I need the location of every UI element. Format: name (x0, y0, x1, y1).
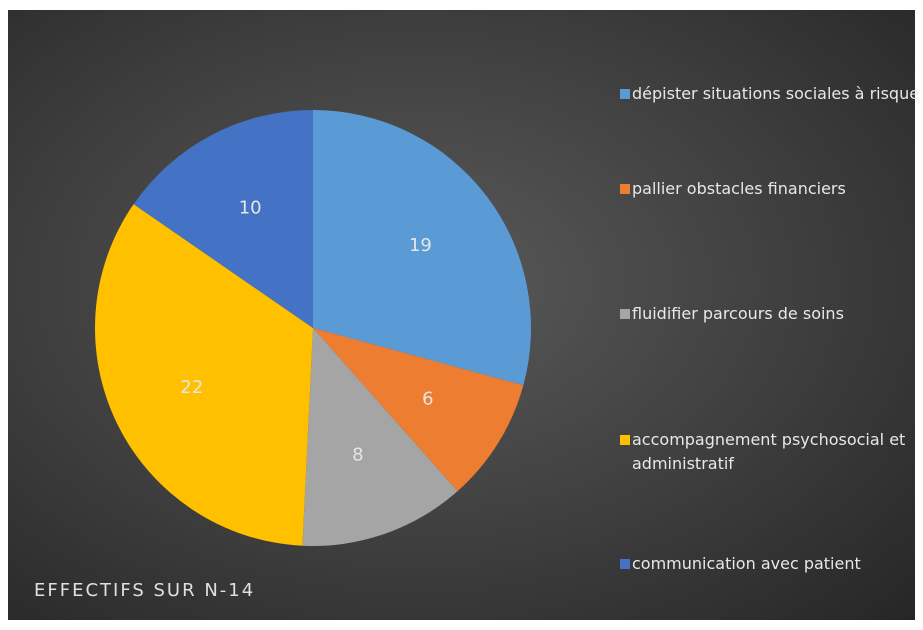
legend-label: dépister situations sociales à risque (632, 84, 920, 103)
pie-slice (133, 110, 313, 328)
legend-swatch (620, 559, 630, 569)
pie-slice (302, 328, 458, 546)
legend-swatch (620, 89, 630, 99)
legend-label: pallier obstacles financiers (632, 179, 846, 198)
pie-slice (313, 110, 531, 386)
pie-slice (94, 204, 313, 546)
data-label: 22 (180, 377, 203, 398)
chart: 19 6 8 22 10 (94, 110, 531, 546)
data-label: 10 (239, 197, 262, 218)
legend-item: communication avec patient (620, 552, 922, 576)
legend-swatch (620, 184, 630, 194)
legend-item: pallier obstacles financiers (620, 177, 922, 201)
legend-item: fluidifier parcours de soins (620, 302, 922, 326)
data-label: 19 (409, 235, 432, 256)
legend-label: fluidifier parcours de soins (632, 304, 844, 323)
legend-label: communication avec patient (632, 554, 861, 573)
data-label: 6 (422, 388, 433, 409)
legend-swatch (620, 435, 630, 445)
chart-title: EFFECTIFS SUR N-14 (34, 580, 256, 601)
legend-label: accompagnement psychosocial et administr… (632, 430, 906, 473)
chart-area: 19 6 8 22 10 EFFECTIFS SUR N-14 dépister sit… (8, 10, 919, 620)
legend-swatch (620, 309, 630, 319)
legend-item: dépister situations sociales à risque (620, 82, 922, 106)
data-label: 8 (352, 444, 363, 465)
legend-item: accompagnement psychosocial et administr… (620, 428, 922, 476)
pie-slice (313, 328, 524, 492)
